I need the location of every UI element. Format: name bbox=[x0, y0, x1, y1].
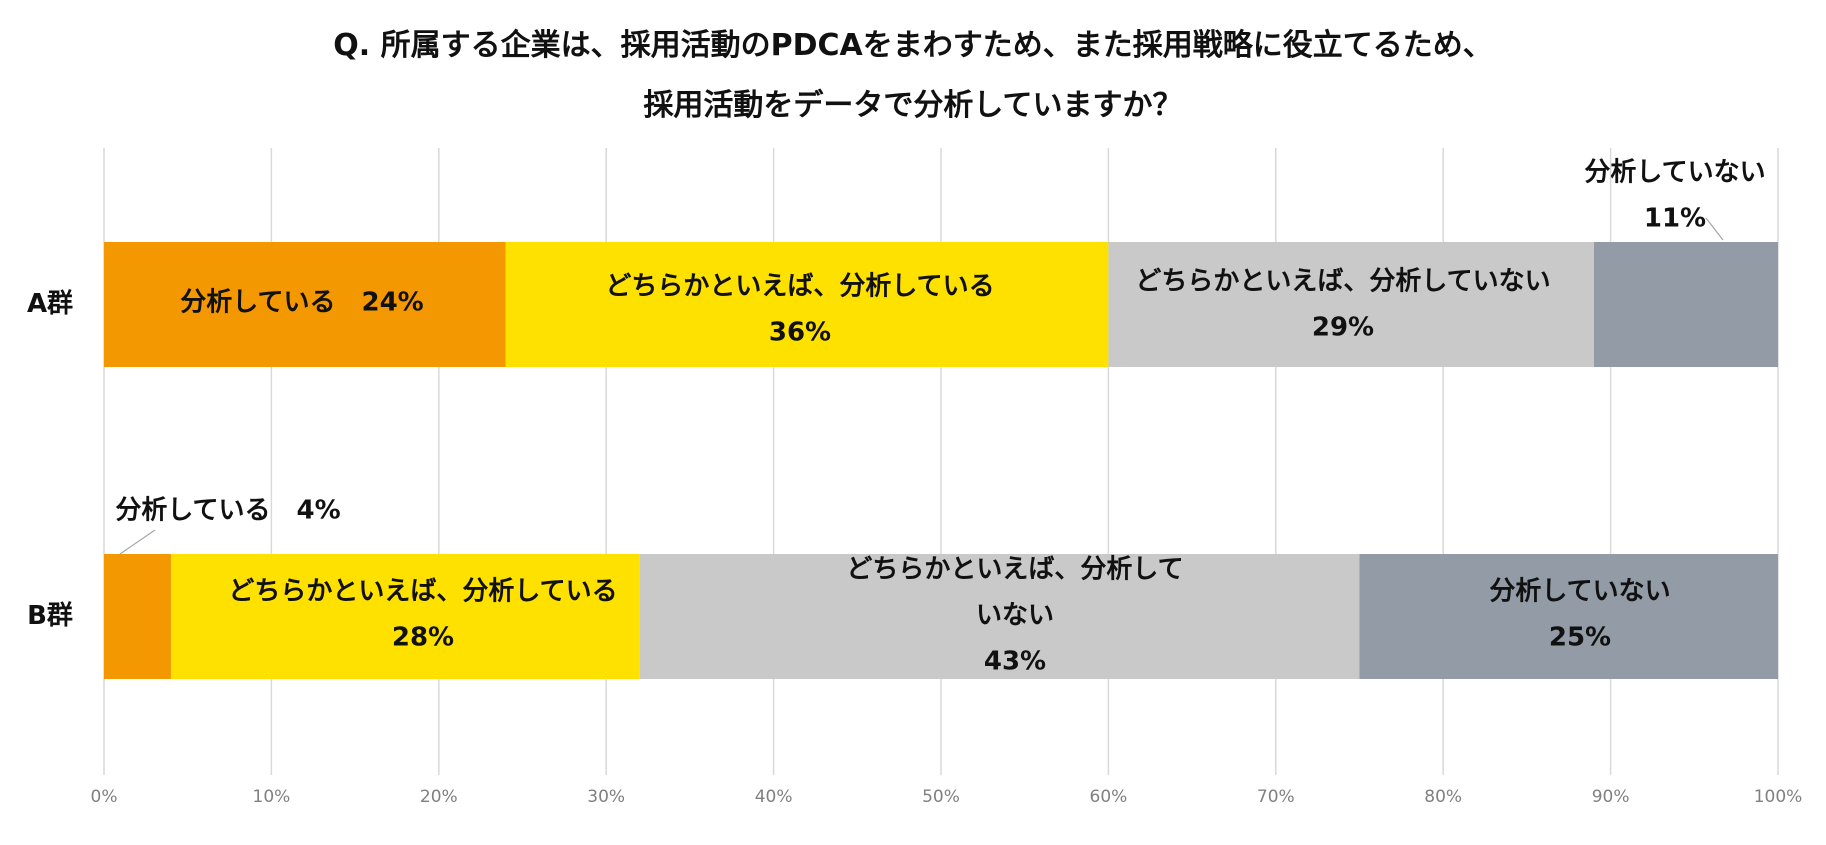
data-label: 11% bbox=[1644, 204, 1706, 234]
leader-line bbox=[1705, 217, 1724, 241]
data-label: 25% bbox=[1549, 623, 1611, 653]
data-label: どちらかといえば、分析して bbox=[846, 555, 1183, 585]
x-tick-label: 30% bbox=[587, 787, 625, 807]
x-tick-label: 0% bbox=[91, 787, 118, 807]
bar-segment-not-analyzing bbox=[1593, 242, 1778, 367]
chart-title-line-2: 採用活動をデータで分析していますか？ bbox=[643, 88, 1183, 123]
bar-segment-analyzing bbox=[104, 554, 171, 679]
data-label: どちらかといえば、分析している bbox=[605, 272, 994, 302]
bar-segment-somewhat-analyzing bbox=[170, 554, 640, 679]
data-label: どちらかといえば、分析していない bbox=[1135, 267, 1550, 297]
data-label: 29% bbox=[1312, 313, 1374, 343]
data-label: いない bbox=[976, 601, 1054, 631]
data-label: 28% bbox=[392, 623, 454, 653]
x-tick-label: 50% bbox=[922, 787, 960, 807]
data-label: 分析していない bbox=[1489, 577, 1670, 607]
data-label: 分析している 24% bbox=[180, 288, 423, 318]
data-label: どちらかといえば、分析している bbox=[228, 577, 617, 607]
chart-title-line-1: Q. 所属する企業は、採用活動のPDCAをまわすため、また採用戦略に役立てるため… bbox=[333, 28, 1493, 63]
data-label: 分析している 4% bbox=[115, 496, 340, 526]
x-tick-label: 70% bbox=[1257, 787, 1295, 807]
data-label: 43% bbox=[984, 647, 1046, 677]
bar-segment-somewhat-analyzing bbox=[505, 242, 1109, 367]
bar-segment-analyzing bbox=[104, 242, 506, 367]
data-label: 分析していない bbox=[1584, 158, 1765, 188]
category-label: B群 bbox=[27, 601, 73, 631]
leader-line bbox=[119, 529, 156, 555]
bar-segment-not-analyzing bbox=[1359, 554, 1778, 679]
x-tick-label: 100% bbox=[1754, 787, 1803, 807]
category-label: A群 bbox=[27, 289, 73, 319]
bar-segment-somewhat-not-analyzing bbox=[639, 554, 1360, 679]
x-tick-label: 20% bbox=[420, 787, 458, 807]
x-tick-label: 60% bbox=[1090, 787, 1128, 807]
x-tick-label: 40% bbox=[755, 787, 793, 807]
bar-segment-somewhat-not-analyzing bbox=[1108, 242, 1594, 367]
data-label: 36% bbox=[769, 318, 831, 348]
x-tick-label: 10% bbox=[253, 787, 291, 807]
x-tick-label: 90% bbox=[1592, 787, 1630, 807]
x-tick-label: 80% bbox=[1424, 787, 1462, 807]
